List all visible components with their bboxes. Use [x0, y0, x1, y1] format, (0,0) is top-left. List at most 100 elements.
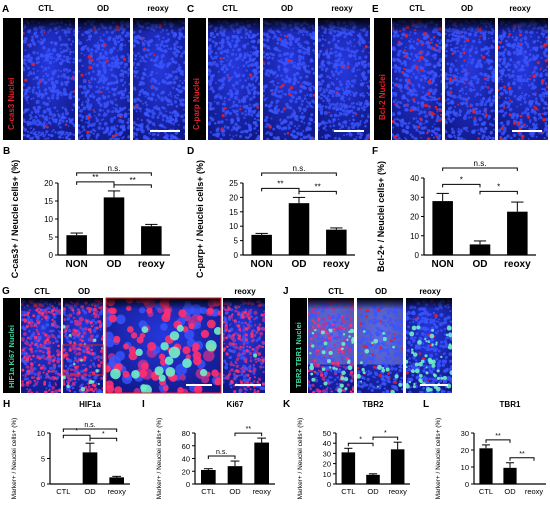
y-tick-label: 20 — [44, 179, 53, 188]
panel-c-cond-1: CTL — [222, 4, 238, 13]
y-tick-label: 10 — [461, 463, 469, 472]
significance-label: ** — [277, 179, 283, 188]
y-tick-label: 10 — [229, 222, 238, 231]
panel-e-cond-1: CTL — [409, 4, 425, 13]
significance-bracket — [262, 188, 299, 191]
x-tick-label: CTL — [56, 487, 70, 496]
panel-g: G CTL OD reoxy HIF1a Ki67 Nuclei — [2, 286, 266, 396]
y-axis-label: Marker+ / Neuclei cells+ (%) — [297, 418, 304, 500]
bar-reoxy — [109, 477, 124, 484]
y-tick-label: 40 — [182, 455, 190, 464]
significance-bracket — [510, 458, 534, 461]
y-tick-label: 30 — [323, 449, 331, 458]
bar-non — [432, 201, 453, 255]
scale-bar-g-zoom — [186, 384, 212, 386]
micrograph-j-reoxy — [404, 296, 454, 394]
significance-label: * — [497, 182, 500, 191]
y-tick-label: 10 — [410, 232, 419, 241]
panel-k-letter: K — [283, 399, 291, 410]
panel-a-stain-label: C-cas3 Nuclei — [7, 78, 16, 130]
y-tick-label: 0 — [415, 251, 420, 260]
y-tick-label: 15 — [229, 208, 238, 217]
y-tick-label: 40 — [323, 439, 331, 448]
significance-bracket — [114, 185, 151, 188]
bar-od — [228, 466, 243, 484]
panel-c-cond-3: reoxy — [331, 4, 353, 13]
bar-ctl — [201, 470, 216, 484]
significance-label: n.s. — [293, 164, 306, 173]
y-axis-label: Bcl-2+ / Neuclei cells+ (%) — [376, 161, 386, 272]
panel-b-letter: B — [3, 146, 10, 157]
micrograph-g-od — [61, 297, 104, 395]
panel-i-letter: I — [142, 399, 145, 410]
significance-label: n.s. — [474, 159, 487, 168]
panel-c-stain-label: C-parp Nuclei — [192, 78, 201, 130]
x-tick-label: NON — [251, 259, 273, 270]
significance-bracket — [262, 173, 337, 176]
micrograph-a-od — [76, 17, 131, 141]
x-tick-label: reoxy — [252, 487, 271, 496]
chart-title: TBR1 — [500, 400, 521, 409]
panel-e: E CTL OD reoxy Bcl-2 Nuclei — [372, 4, 550, 142]
micrograph-j-od — [356, 296, 404, 394]
significance-label: ** — [495, 433, 501, 440]
significance-bracket — [299, 191, 336, 194]
y-axis-label: C-parp+ / Neuclei cells+ (%) — [195, 160, 205, 278]
y-axis-label: Marker+ / Neuclei cells+ (%) — [156, 418, 163, 500]
x-tick-label: reoxy — [525, 487, 544, 496]
y-tick-label: 0 — [465, 480, 469, 489]
x-tick-label: reoxy — [504, 259, 531, 270]
significance-bracket — [348, 443, 373, 446]
panel-l-letter: L — [423, 399, 429, 410]
bar-reoxy — [254, 443, 269, 484]
y-tick-label: 25 — [229, 179, 238, 188]
panel-f-letter: F — [372, 146, 378, 157]
bar-reoxy — [391, 449, 405, 484]
bar-reoxy — [141, 226, 162, 255]
x-tick-label: OD — [292, 259, 307, 270]
bar-non — [66, 235, 87, 255]
y-tick-label: 20 — [229, 193, 238, 202]
panel-g-letter: G — [2, 286, 10, 297]
y-tick-label: 40 — [410, 174, 419, 183]
panel-h-letter: H — [3, 399, 10, 410]
scale-bar-c — [334, 130, 364, 132]
chart-b: BC-cas3+ / Neuclei cells+ (%)05101520NON… — [3, 146, 170, 278]
chart-d: DC-parp+ / Neuclei cells+ (%)0510152025N… — [187, 146, 355, 278]
significance-label: ** — [130, 176, 136, 185]
bar-non — [251, 235, 272, 255]
micrograph-c-od — [261, 17, 316, 142]
y-tick-label: 0 — [41, 480, 45, 489]
micrograph-a-ctl — [21, 16, 76, 141]
chart-title: Ki67 — [227, 400, 244, 409]
significance-label: * — [359, 436, 362, 443]
significance-label: n.s. — [216, 449, 227, 456]
y-tick-label: 10 — [323, 470, 331, 479]
panel-j-letter: J — [283, 286, 289, 297]
significance-label: n.s. — [108, 164, 121, 173]
x-tick-label: reoxy — [107, 487, 126, 496]
significance-bracket — [486, 440, 510, 443]
y-tick-label: 20 — [461, 446, 469, 455]
x-tick-label: OD — [84, 487, 96, 496]
bar-od — [470, 244, 491, 255]
y-tick-label: 0 — [327, 480, 331, 489]
x-tick-label: CTL — [341, 487, 355, 496]
scale-bar-j — [420, 384, 448, 386]
panel-a-cond-2: OD — [97, 4, 109, 13]
panel-j: J CTL OD reoxy TBR2 TBR1 Nuclei — [283, 286, 454, 395]
micrograph-g-od-zoom — [101, 295, 225, 396]
bar-od — [289, 203, 310, 255]
micrograph-e-ctl — [391, 18, 444, 142]
y-tick-label: 0 — [234, 251, 239, 260]
x-tick-label: reoxy — [323, 259, 350, 270]
significance-label: ** — [519, 451, 525, 458]
x-tick-label: OD — [229, 487, 241, 496]
y-tick-label: 20 — [182, 467, 190, 476]
significance-bracket — [77, 182, 114, 185]
x-tick-label: OD — [473, 259, 488, 270]
x-tick-label: CTL — [201, 487, 215, 496]
